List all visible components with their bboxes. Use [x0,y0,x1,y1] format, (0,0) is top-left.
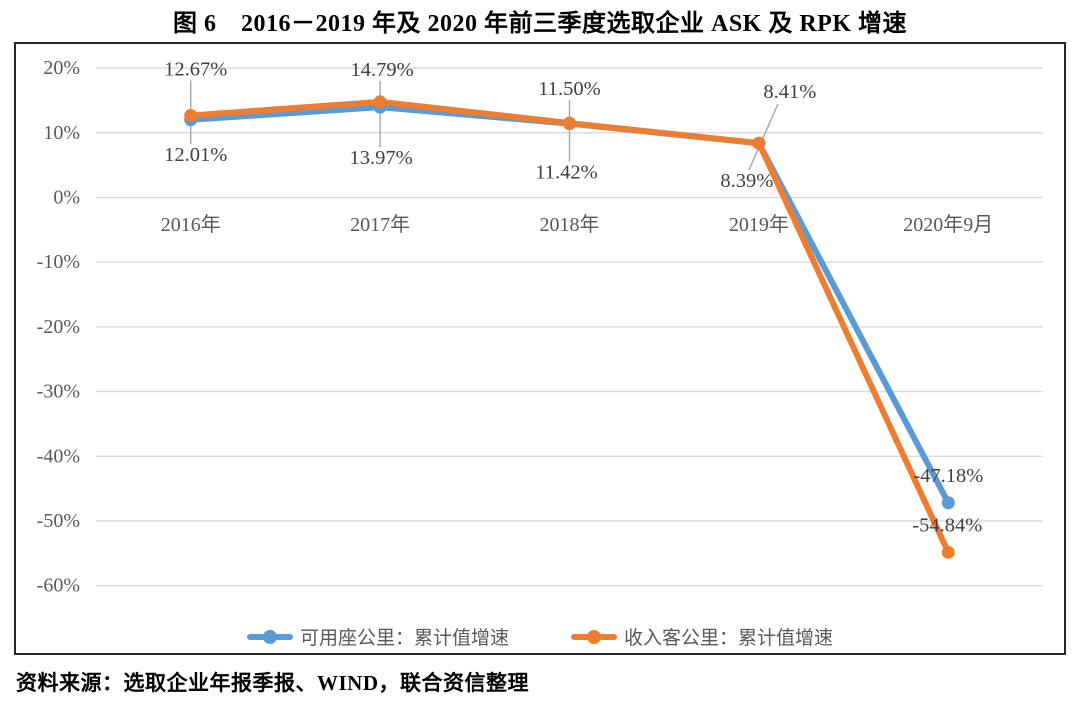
x-category-label: 2019年 [729,213,789,236]
series-marker-rpk [941,545,955,559]
series-marker-rpk [184,109,198,123]
data-label: 12.01% [164,144,227,166]
y-tick-label: -10% [37,251,80,273]
line-chart: 20% 10% 0% -10% -20% -30% -40% -50% -60% 2016年 201… [37,57,1043,597]
series-marker-rpk [563,116,576,130]
data-label: 11.50% [538,78,600,100]
y-tick-label: 10% [43,122,80,144]
y-tick-label: 0% [53,187,80,209]
legend-marker-icon [246,629,293,644]
x-category-label: 2016年 [161,213,221,236]
legend-item-ask: 可用座公里：累计值增速 [246,623,509,650]
y-tick-label: -60% [37,575,80,597]
data-label: -47.18% [913,465,983,487]
y-tick-label: -50% [37,510,80,532]
x-category-label: 2018年 [540,213,600,236]
data-label: 12.67% [164,59,227,81]
x-category-label: 2020年9月 [903,213,993,236]
legend-label: 收入客公里：累计值增速 [624,628,834,649]
label-leader-line [748,103,779,171]
legend-marker-icon [571,629,617,644]
x-category-label: 2017年 [350,213,410,236]
data-label: 11.42% [535,162,597,184]
series-marker-rpk [373,95,387,109]
legend-item-rpk: 收入客公里：累计值增速 [571,623,833,650]
source-note: 资料来源：选取企业年报季报、WIND，联合资信整理 [16,671,530,695]
chart-legend: 可用座公里：累计值增速 收入客公里：累计值增速 [16,623,1064,650]
y-tick-label: -20% [37,316,80,338]
y-tick-label: -40% [37,445,80,467]
series-marker-ask [941,496,955,510]
y-tick-label: 20% [43,57,80,79]
legend-label: 可用座公里：累计值增速 [299,628,509,649]
y-tick-label: -30% [37,381,80,403]
series-marker-rpk [752,136,766,150]
chart-frame: 20% 10% 0% -10% -20% -30% -40% -50% -60% 2016年 201… [14,42,1066,655]
chart-title: 图 6 2016－2019 年及 2020 年前三季度选取企业 ASK 及 RP… [172,11,907,37]
data-label: 13.97% [349,147,412,169]
data-label: 8.41% [763,81,816,103]
data-label: 8.39% [720,170,773,192]
data-label: -54.84% [912,514,982,536]
data-label: 14.79% [350,59,413,81]
